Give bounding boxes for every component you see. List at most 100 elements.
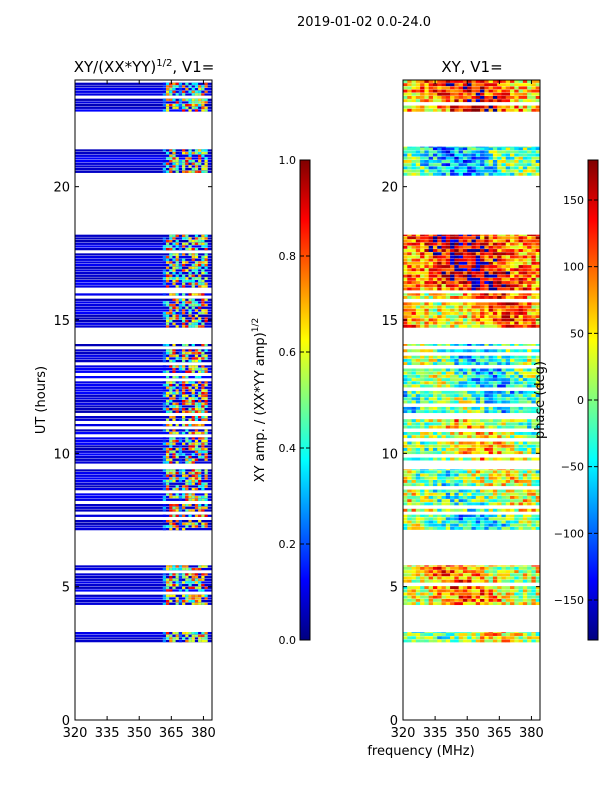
phase-cell: [501, 381, 507, 385]
amplitude-cell: [188, 109, 192, 112]
phase-cell: [428, 96, 434, 99]
phase-cell: [505, 80, 511, 83]
amplitude-cell: [198, 170, 202, 173]
phase-cell: [531, 499, 537, 503]
phase-cell: [437, 265, 442, 268]
phase-cell: [480, 517, 485, 521]
phase-cell: [488, 586, 494, 590]
phase-cell: [437, 368, 442, 372]
phase-cell: [480, 160, 485, 163]
phase-cell: [492, 394, 498, 398]
phase-cell: [514, 293, 519, 296]
amplitude-cell-row: [75, 493, 212, 496]
phase-cell: [467, 355, 472, 359]
phase-cell: [441, 147, 447, 151]
phase-cell: [514, 639, 519, 643]
phase-cell: [450, 308, 455, 312]
phase-cell: [527, 639, 532, 643]
phase-cell: [497, 89, 502, 93]
phase-cell: [514, 362, 519, 366]
phase-cell: [480, 508, 485, 512]
phase-cell: [411, 570, 417, 574]
phase-cell: [501, 318, 507, 322]
phase-cell: [407, 371, 412, 375]
phase-cell: [407, 592, 412, 596]
amplitude-cell: [165, 632, 170, 635]
phase-cell: [462, 526, 468, 530]
amplitude-y-tick-label: 20: [53, 181, 70, 196]
phase-cell: [484, 368, 489, 372]
amplitude-cell: [198, 504, 202, 507]
phase-cell: [411, 271, 417, 275]
phase-cell: [492, 296, 498, 299]
phase-cell: [458, 160, 464, 163]
phase-cell: [445, 517, 451, 521]
phase-cell: [437, 523, 442, 527]
phase-cell: [454, 636, 459, 640]
phase-cell: [518, 166, 524, 170]
phase-cell: [480, 394, 485, 398]
amplitude-cell: [169, 264, 173, 267]
phase-cell: [415, 394, 421, 398]
phase-cell: [420, 576, 425, 580]
phase-cell: [497, 258, 502, 262]
phase-cell: [501, 239, 507, 243]
phase-cell: [535, 277, 540, 281]
phase-cell: [462, 277, 468, 281]
phase-cell: [411, 441, 417, 445]
phase-cell: [501, 83, 507, 87]
phase-cell: [467, 324, 472, 328]
amplitude-cell: [169, 437, 173, 440]
phase-cell: [437, 261, 442, 265]
phase-cell: [518, 589, 524, 593]
amplitude-cell: [201, 304, 205, 307]
phase-cell: [531, 470, 537, 474]
phase-axes-frame: [402, 79, 541, 721]
phase-cell: [518, 496, 524, 499]
phase-cell: [407, 579, 412, 583]
phase-cell: [484, 86, 489, 90]
amplitude-cell: [169, 445, 173, 448]
phase-cell: [424, 432, 429, 435]
phase-cell: [514, 598, 519, 602]
phase-cell: [492, 378, 498, 382]
phase-cell: [441, 315, 447, 319]
phase-cell: [407, 83, 412, 87]
amplitude-cell: [182, 602, 186, 605]
amplitude-cell: [185, 344, 189, 347]
phase-cell: [492, 384, 498, 388]
phase-cell: [424, 448, 429, 451]
phase-cell: [501, 271, 507, 275]
phase-cell: [531, 284, 537, 288]
phase-cell: [535, 80, 540, 83]
phase-cell: [403, 633, 408, 636]
phase-cell: [420, 99, 425, 103]
phase-cell: [497, 236, 502, 240]
phase-cell: [462, 156, 468, 160]
amplitude-cell-row: [75, 586, 212, 589]
phase-cell: [514, 239, 519, 243]
amplitude-cell: [198, 506, 202, 509]
phase-cell: [505, 147, 511, 151]
phase-cell: [510, 163, 515, 167]
phase-cell: [484, 406, 489, 410]
phase-cell: [505, 169, 511, 173]
phase-cell: [462, 245, 468, 249]
phase-cell: [424, 83, 429, 87]
phase-cell: [407, 390, 412, 394]
phase-cell: [428, 315, 434, 319]
phase-cell: [420, 473, 425, 477]
phase-cell: [411, 410, 417, 414]
amplitude-cell: [172, 90, 176, 93]
phase-cell: [450, 92, 455, 96]
phase-cell: [510, 255, 515, 259]
phase-cell: [514, 234, 519, 236]
phase-cell: [535, 239, 540, 243]
phase-cell: [445, 390, 451, 394]
amplitude-cell: [175, 309, 179, 312]
phase-cell: [437, 163, 442, 167]
phase-cell: [497, 451, 502, 455]
phase-cell: [428, 242, 434, 246]
phase-cell: [428, 457, 434, 461]
amplitude-cell: [178, 573, 183, 576]
